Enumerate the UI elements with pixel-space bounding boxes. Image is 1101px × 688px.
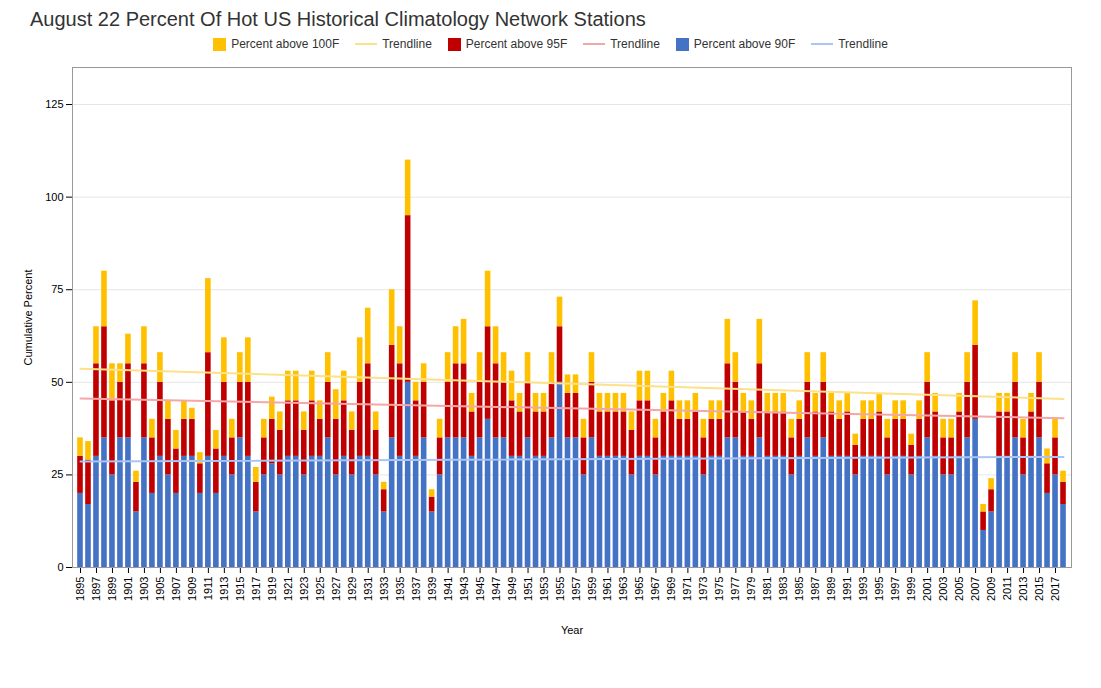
svg-text:1911: 1911 [202,577,214,601]
svg-text:1957: 1957 [570,577,582,601]
svg-text:1993: 1993 [857,577,869,601]
svg-text:1905: 1905 [154,577,166,601]
svg-text:1967: 1967 [649,577,661,601]
svg-text:1909: 1909 [186,577,198,601]
svg-text:1951: 1951 [522,577,534,601]
html-text:Percent above 100F: Percent above 100F [231,37,340,51]
svg-text:1945: 1945 [474,577,486,601]
svg-text:1955: 1955 [554,577,566,601]
svg-text:1987: 1987 [809,577,821,601]
svg-text:100: 100 [45,191,63,203]
svg-text:1931: 1931 [362,577,374,601]
svg-text:1933: 1933 [378,577,390,601]
svg-text:1971: 1971 [681,577,693,601]
svg-text:1989: 1989 [825,577,837,601]
svg-text:1999: 1999 [905,577,917,601]
svg-text:50: 50 [51,376,63,388]
svg-text:2017: 2017 [1049,577,1061,601]
svg-text:1899: 1899 [106,577,118,601]
svg-text:1991: 1991 [841,577,853,601]
html-text:Percent above 90F: Percent above 90F [693,37,796,51]
svg-text:1897: 1897 [90,577,102,601]
svg-text:2011: 2011 [1001,577,1013,601]
svg-text:Cumulative Percent: Cumulative Percent [22,270,34,366]
svg-text:125: 125 [45,98,63,110]
html-text:Trendline: Trendline [838,37,888,51]
svg-text:1927: 1927 [330,577,342,601]
svg-text:2005: 2005 [953,577,965,601]
svg-text:2015: 2015 [1033,577,1045,601]
svg-text:1975: 1975 [713,577,725,601]
svg-text:1949: 1949 [506,577,518,601]
svg-text:1953: 1953 [538,577,550,601]
svg-text:1921: 1921 [282,577,294,601]
svg-text:1913: 1913 [218,577,230,601]
svg-text:1995: 1995 [873,577,885,601]
svg-text:1943: 1943 [458,577,470,601]
svg-text:1937: 1937 [410,577,422,601]
svg-text:1939: 1939 [426,577,438,601]
svg-text:75: 75 [51,283,63,295]
html-text:Trendline: Trendline [382,37,432,51]
svg-text:1903: 1903 [138,577,150,601]
svg-text:1935: 1935 [394,577,406,601]
svg-text:2003: 2003 [937,577,949,601]
svg-text:1917: 1917 [250,577,262,601]
svg-text:1997: 1997 [889,577,901,601]
html-text:Percent above 95F: Percent above 95F [465,37,568,51]
html-text:August 22 Percent Of Hot US Hi: August 22 Percent Of Hot US Historical C… [30,8,646,30]
svg-text:1965: 1965 [633,577,645,601]
svg-text:1901: 1901 [122,577,134,601]
svg-text:1973: 1973 [697,577,709,601]
svg-text:1969: 1969 [665,577,677,601]
svg-text:25: 25 [51,468,63,480]
svg-text:1981: 1981 [761,577,773,601]
svg-text:2013: 2013 [1017,577,1029,601]
svg-text:1961: 1961 [601,577,613,601]
svg-text:1983: 1983 [777,577,789,601]
svg-text:0: 0 [57,561,63,573]
svg-text:1915: 1915 [234,577,246,601]
svg-text:1959: 1959 [586,577,598,601]
svg-text:1919: 1919 [266,577,278,601]
svg-text:2007: 2007 [969,577,981,601]
svg-text:2001: 2001 [921,577,933,601]
svg-text:1941: 1941 [442,577,454,601]
svg-text:1963: 1963 [617,577,629,601]
svg-text:2009: 2009 [985,577,997,601]
svg-text:Year: Year [561,624,584,636]
svg-text:1947: 1947 [490,577,502,601]
svg-text:1923: 1923 [298,577,310,601]
svg-text:1979: 1979 [745,577,757,601]
svg-text:1895: 1895 [74,577,86,601]
svg-text:1929: 1929 [346,577,358,601]
svg-text:1977: 1977 [729,577,741,601]
html-text:Trendline: Trendline [610,37,660,51]
svg-text:1907: 1907 [170,577,182,601]
svg-text:1925: 1925 [314,577,326,601]
svg-text:1985: 1985 [793,577,805,601]
